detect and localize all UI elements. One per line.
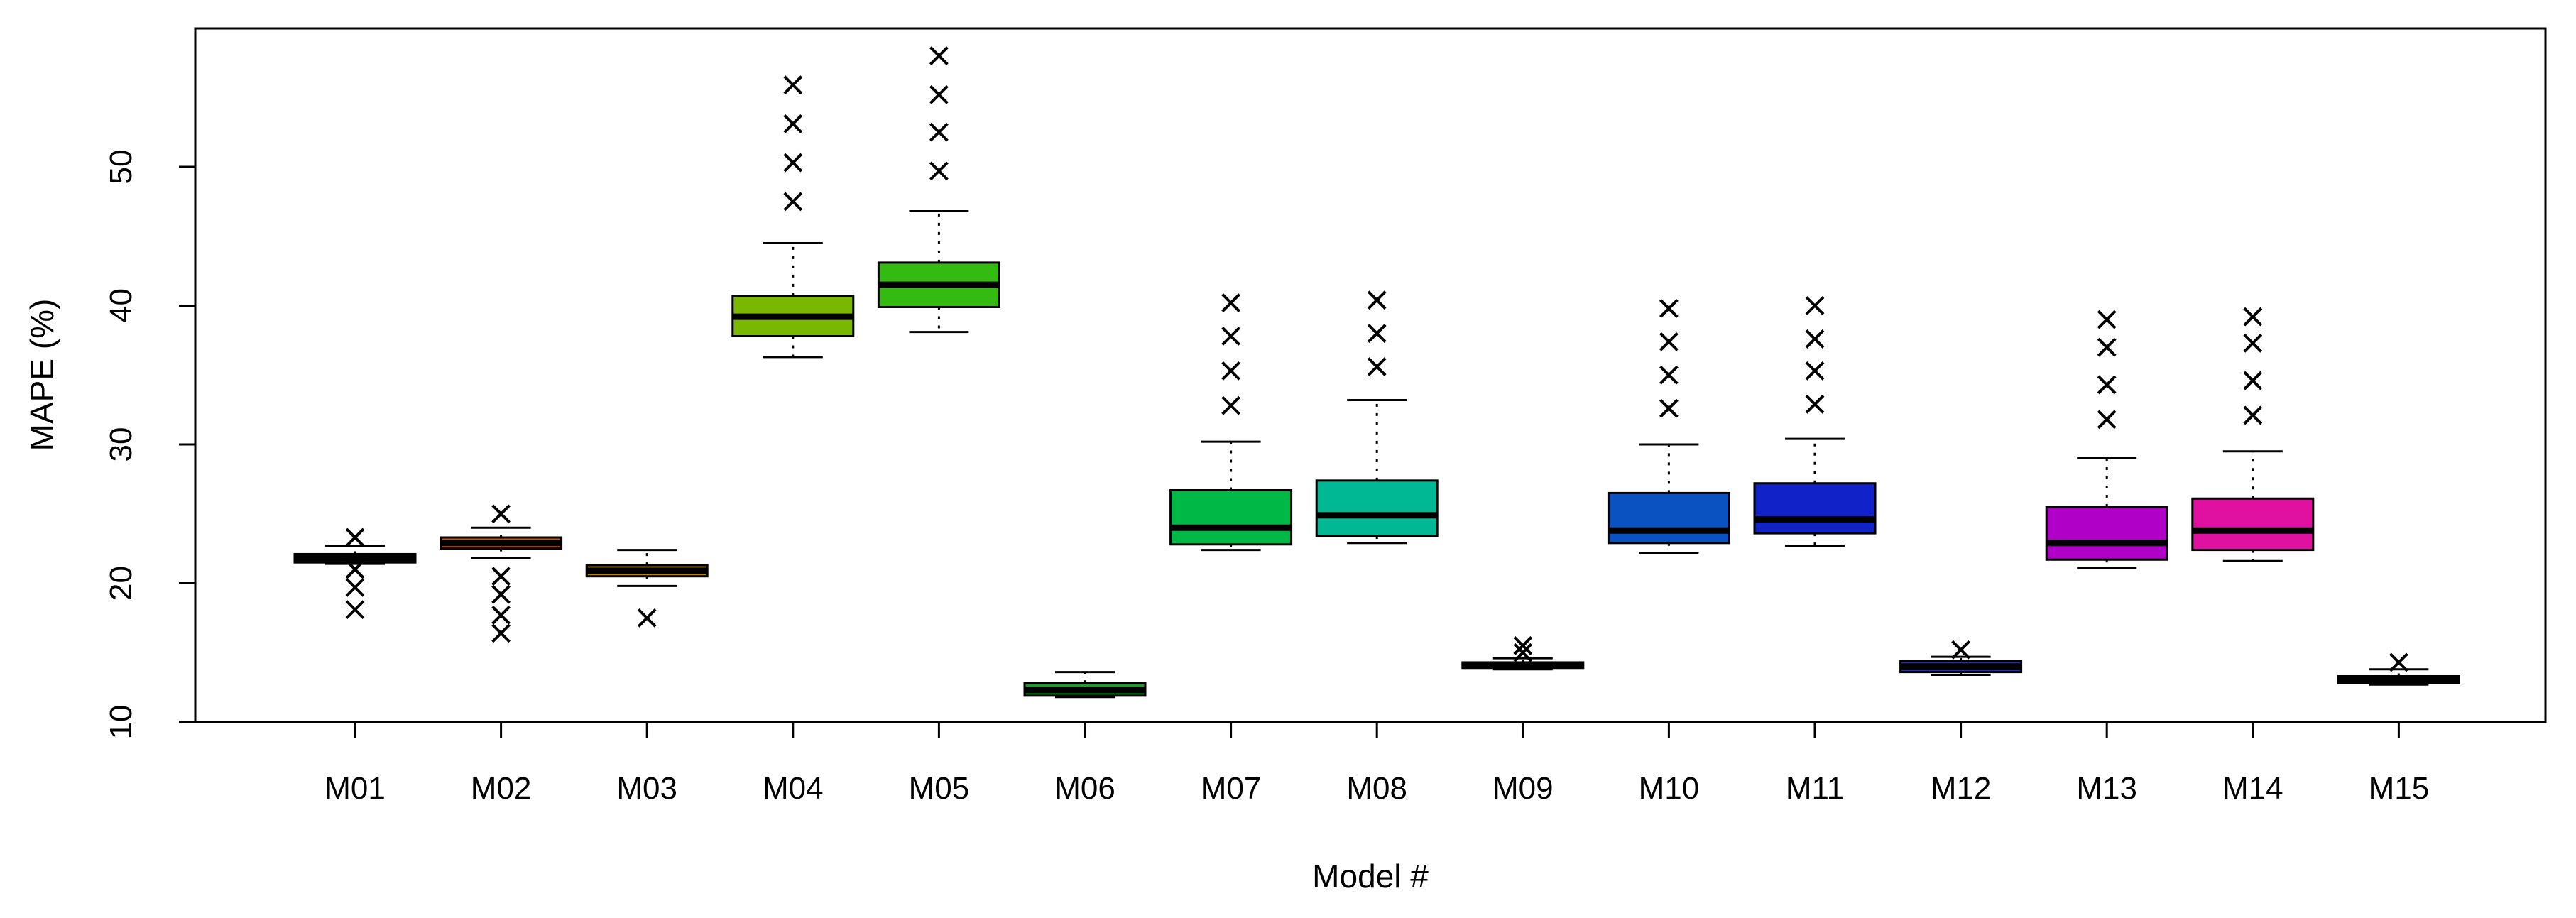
box-group-m08 [1315,290,1439,545]
box-group-m09 [1461,636,1585,671]
outlier-marker [783,153,803,173]
outlier-marker [491,606,511,625]
y-tick-label: 40 [104,288,138,323]
box-group-m05 [877,46,1000,334]
outlier-marker [491,623,511,643]
box-group-m15 [2337,652,2460,686]
outlier-marker [1805,361,1825,381]
x-axis-title: Model # [1312,858,1429,895]
outlier-marker [1805,394,1825,414]
outlier-marker [345,600,365,620]
box-group-m12 [1899,640,2023,677]
x-tick-label: M02 [471,771,532,806]
iqr-box [1315,479,1439,537]
y-axis: 10 20 30 40 50 [104,150,197,740]
iqr-box [1607,491,1730,545]
box-group-m07 [1169,293,1293,552]
box-group-m11 [1753,296,1877,547]
outlier-marker [491,567,511,586]
y-tick-label: 30 [104,427,138,462]
x-tick-label: M06 [1054,771,1115,806]
box-group-m02 [440,504,563,643]
outlier-marker [1221,327,1241,346]
box-group-m04 [731,75,855,359]
iqr-box [1753,482,1877,535]
x-tick-label: M05 [909,771,970,806]
outlier-marker [1659,398,1679,418]
y-axis-title: MAPE (%) [23,299,60,452]
x-tick-label: M08 [1346,771,1407,806]
x-tick-label: M12 [1931,771,1992,806]
outlier-marker [929,161,949,181]
y-tick-label: 50 [104,150,138,185]
outlier-marker [929,46,949,66]
outlier-marker [1951,640,1971,660]
outlier-marker [1513,636,1533,655]
outlier-marker [929,84,949,104]
x-tick-label: M04 [763,771,824,806]
x-tick-label: M13 [2076,771,2137,806]
iqr-box [2191,497,2315,552]
box-group-m10 [1607,298,1730,554]
box-group-m14 [2191,307,2315,562]
outlier-marker [2097,375,2117,395]
outlier-marker [1659,365,1679,385]
outlier-marker [637,608,657,628]
outlier-marker [783,192,803,212]
outlier-marker [929,122,949,142]
outlier-marker [345,577,365,597]
outlier-marker [1805,296,1825,315]
iqr-box [1169,489,1293,546]
outlier-marker [2243,371,2263,390]
x-tick-label: M15 [2369,771,2430,806]
x-tick-label: M03 [616,771,677,806]
outlier-marker [1221,293,1241,313]
y-tick-label: 20 [104,566,138,601]
outlier-marker [1659,298,1679,318]
outlier-marker [1659,332,1679,351]
box-group-m01 [293,528,417,620]
outlier-marker [2097,310,2117,329]
outlier-marker [345,528,365,547]
outlier-marker [2097,337,2117,357]
outlier-marker [345,559,365,579]
outlier-marker [2097,410,2117,430]
box-series [293,46,2460,699]
box-group-m13 [2045,310,2168,569]
outlier-marker [2243,307,2263,327]
outlier-marker [1367,324,1387,344]
y-tick-label: 10 [104,705,138,740]
x-tick-label: M10 [1639,771,1700,806]
outlier-marker [1221,395,1241,415]
x-axis: M01 M02 M03 M04 M05 M06 M07 M08 M09 M10 M11 M12 M13 M… [324,722,2429,806]
x-tick-label: M11 [1786,771,1844,806]
outlier-marker [1367,290,1387,310]
outlier-marker [1367,357,1387,376]
outlier-marker [491,584,511,604]
outlier-marker [1513,643,1533,662]
outlier-marker [1221,361,1241,381]
x-tick-label: M01 [324,771,386,806]
outlier-marker [783,114,803,133]
x-tick-label: M07 [1201,771,1262,806]
outlier-marker [2243,333,2263,353]
outlier-marker [2389,652,2408,672]
outlier-marker [1805,329,1825,349]
outlier-marker [783,75,803,95]
x-tick-label: M09 [1492,771,1554,806]
iqr-box [2045,506,2168,561]
box-group-m03 [585,549,709,628]
x-tick-label: M14 [2222,771,2283,806]
outlier-marker [491,504,511,524]
box-group-m06 [1023,671,1147,699]
outlier-marker [2243,405,2263,425]
